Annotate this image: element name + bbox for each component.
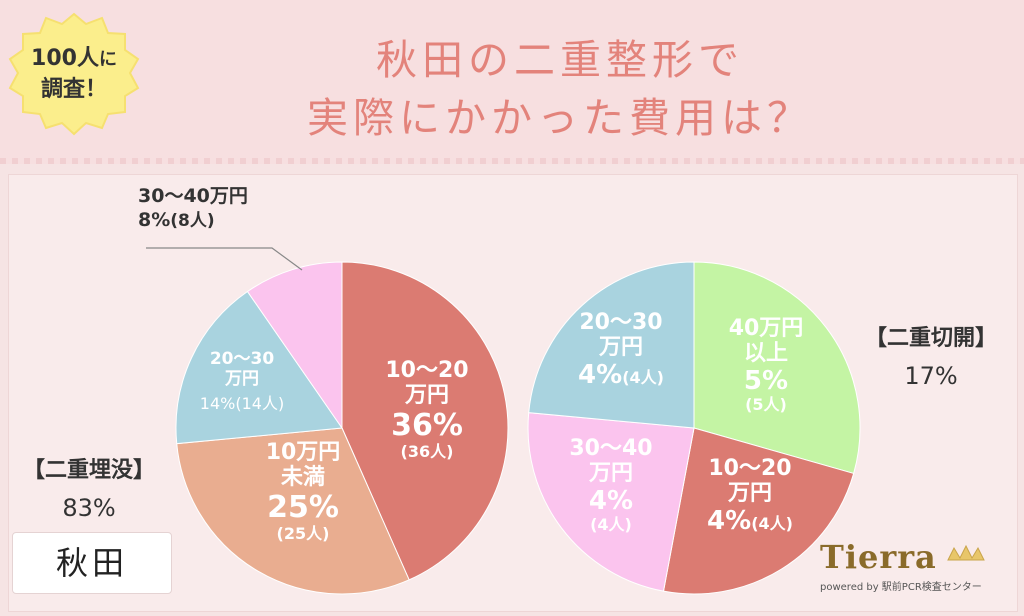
group-percent-left: 83%	[62, 494, 116, 522]
label-right-40-plus-range: 40万円	[728, 316, 804, 341]
location-label: 秋田	[12, 532, 172, 594]
label-left-30-40: 30〜40万円 8%(8人)	[138, 185, 248, 232]
badge-line2: 調査！	[40, 77, 107, 102]
label-right-10-20-count: (4人)	[751, 513, 793, 533]
label-right-10-20-range: 10〜20	[708, 456, 792, 481]
label-right-30-40-range: 30〜40	[569, 436, 653, 461]
label-left-10-20-range: 10〜20	[385, 358, 469, 383]
logo-subtitle: powered by 駅前PCR検査センター	[820, 582, 982, 593]
badge-count: 100人	[31, 46, 99, 71]
label-right-30-40: 30〜40 万円 4% (4人)	[556, 436, 666, 535]
pie-left-slice-2	[176, 427, 410, 595]
crown-icon	[947, 544, 985, 561]
label-left-30-40-percent: 8%	[138, 208, 171, 231]
label-left-under-10-unit: 未満	[280, 465, 325, 491]
badge-suffix: に	[98, 49, 117, 70]
pie-right-slice-3	[527, 412, 695, 592]
group-label-left: 【二重埋没】 83%	[14, 452, 164, 522]
label-left-under-10-range: 10万円	[265, 440, 341, 465]
pie-right-slice-1	[693, 261, 861, 475]
label-right-40-plus-count: (5人)	[745, 395, 787, 415]
pie-chart-left	[175, 261, 509, 595]
label-left-20-30-unit: 万円	[225, 368, 259, 389]
label-left-10-20: 10〜20 万円 36% (36人)	[372, 358, 482, 461]
pie-left-slice-3	[175, 290, 343, 445]
pie-chart-right	[527, 261, 861, 595]
label-left-10-20-unit: 万円	[404, 383, 449, 409]
label-right-20-30: 20〜30 万円 4%(4人)	[566, 310, 676, 390]
logo-brand: Tierra	[820, 538, 937, 576]
badge-burst-shape	[8, 12, 140, 136]
label-right-30-40-percent: 4%	[588, 485, 634, 516]
label-left-20-30: 20〜30 万円 14%(14人)	[192, 349, 292, 414]
survey-badge: 100人に 調査！	[6, 10, 142, 140]
label-right-30-40-count: (4人)	[590, 515, 632, 535]
header	[0, 0, 1024, 160]
label-right-40-plus: 40万円 以上 5% (5人)	[716, 316, 816, 415]
label-left-20-30-range: 20〜30	[209, 349, 275, 369]
pie-right-slice-4	[528, 261, 695, 429]
tierra-logo: Tierra powered by 駅前PCR検査センター	[820, 536, 998, 598]
pie-left-slice-1	[341, 261, 509, 581]
label-right-20-30-percent: 4%	[578, 359, 623, 390]
label-right-10-20-percent: 4%	[707, 505, 752, 536]
label-right-30-40-unit: 万円	[588, 461, 633, 487]
group-name-right: 【二重切開】	[864, 326, 997, 351]
label-left-20-30-percent: 14%	[199, 394, 236, 414]
label-right-20-30-count: (4人)	[622, 367, 664, 387]
group-name-left: 【二重埋没】	[22, 458, 155, 483]
label-right-10-20: 10〜20 万円 4%(4人)	[690, 456, 810, 536]
label-right-20-30-range: 20〜30	[579, 310, 663, 335]
label-right-10-20-unit: 万円	[727, 481, 772, 507]
group-label-right: 【二重切開】 17%	[856, 320, 1006, 390]
group-percent-right: 17%	[904, 362, 958, 390]
page-title-line1: 秋田の二重整形で	[376, 36, 744, 84]
page-title-line2: 実際にかかった費用は？	[307, 94, 813, 142]
pie-right-slice-2	[662, 427, 855, 595]
label-right-20-30-unit: 万円	[598, 335, 643, 361]
label-right-40-plus-percent: 5%	[743, 365, 789, 396]
label-left-30-40-count: (8人)	[170, 210, 215, 231]
label-left-20-30-count: (14人)	[235, 394, 285, 414]
label-left-under-10-percent: 25%	[267, 489, 339, 525]
label-right-40-plus-unit: 以上	[743, 341, 788, 367]
label-left-10-20-percent: 36%	[391, 407, 463, 443]
label-left-30-40-range: 30〜40万円	[138, 185, 248, 207]
header-divider	[0, 158, 1024, 164]
label-left-10-20-count: (36人)	[400, 442, 454, 462]
label-left-under-10-count: (25人)	[276, 524, 330, 544]
badge-text: 100人に 調査！	[6, 44, 142, 105]
label-left-under-10: 10万円 未満 25% (25人)	[248, 440, 358, 543]
